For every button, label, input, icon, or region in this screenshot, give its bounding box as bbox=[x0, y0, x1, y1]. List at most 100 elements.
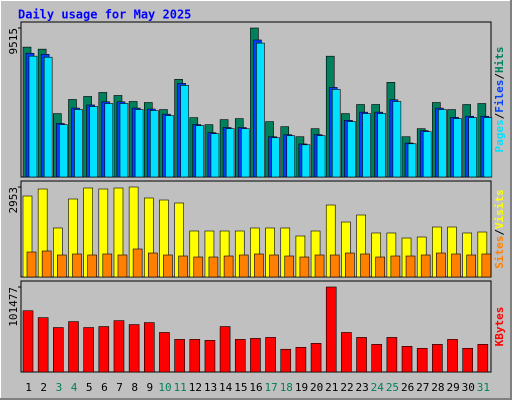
bar bbox=[483, 117, 493, 178]
legend: KBytes bbox=[493, 307, 506, 347]
legend-entry: Hits bbox=[493, 47, 506, 74]
chart-title: Daily usage for May 2025 bbox=[18, 8, 191, 22]
bar bbox=[422, 131, 432, 178]
bar bbox=[477, 344, 489, 373]
bar bbox=[22, 310, 34, 373]
bar bbox=[117, 254, 128, 278]
bar bbox=[280, 348, 292, 373]
x-tick-label: 10 bbox=[158, 381, 171, 394]
x-tick-label: 19 bbox=[295, 381, 308, 394]
bar bbox=[26, 251, 37, 278]
bar bbox=[416, 347, 428, 373]
bar bbox=[453, 118, 462, 178]
bar bbox=[174, 339, 185, 373]
bar bbox=[178, 255, 188, 278]
x-tick-label: 5 bbox=[86, 381, 93, 394]
x-tick-label: 29 bbox=[446, 381, 459, 394]
x-tick-label: 12 bbox=[189, 381, 202, 394]
bar bbox=[265, 337, 276, 373]
x-tick-label: 9 bbox=[147, 381, 154, 394]
y-max-label: 2953 bbox=[7, 187, 20, 214]
x-tick-label: 27 bbox=[416, 381, 429, 394]
legend-entry: Sites bbox=[493, 236, 506, 269]
bar bbox=[284, 255, 295, 278]
x-tick-label: 23 bbox=[356, 381, 369, 394]
bar bbox=[238, 254, 249, 278]
bar bbox=[451, 253, 461, 278]
bar bbox=[375, 256, 386, 278]
bar bbox=[208, 256, 219, 278]
x-tick-label: 8 bbox=[131, 381, 138, 394]
bar bbox=[195, 125, 205, 178]
bar bbox=[390, 255, 401, 278]
bar bbox=[98, 326, 110, 373]
bar bbox=[481, 253, 492, 278]
x-tick-label: 21 bbox=[325, 381, 338, 394]
bar bbox=[301, 144, 311, 178]
bar bbox=[89, 106, 98, 178]
bar bbox=[329, 254, 340, 278]
bar bbox=[219, 326, 231, 373]
bar bbox=[143, 322, 155, 373]
x-tick-label: 15 bbox=[234, 381, 247, 394]
bar bbox=[466, 254, 476, 278]
bar bbox=[386, 337, 398, 373]
x-tick-label: 3 bbox=[56, 381, 63, 394]
bar bbox=[250, 338, 261, 373]
legend-entry: Pages bbox=[493, 119, 506, 152]
legend-entry: Visits bbox=[493, 189, 506, 229]
bar bbox=[360, 253, 370, 278]
x-tick-label: 7 bbox=[116, 381, 123, 394]
legend-entry: KBytes bbox=[493, 307, 506, 347]
bar bbox=[43, 56, 53, 178]
bar bbox=[134, 109, 144, 178]
x-tick-label: 31 bbox=[477, 381, 490, 394]
legend-separator: / bbox=[493, 112, 506, 119]
x-tick-label: 25 bbox=[386, 381, 399, 394]
x-tick-label: 24 bbox=[371, 381, 385, 394]
x-tick-label: 22 bbox=[340, 381, 353, 394]
x-tick-label: 1 bbox=[25, 381, 32, 394]
bar bbox=[163, 254, 173, 278]
y-max-label: 101477 bbox=[7, 287, 20, 327]
bar bbox=[180, 85, 189, 178]
x-tick-label: 6 bbox=[101, 381, 108, 394]
bar bbox=[371, 344, 383, 373]
bar bbox=[420, 254, 431, 278]
bar bbox=[189, 339, 201, 373]
bar bbox=[254, 253, 264, 278]
x-tick-label: 14 bbox=[219, 381, 233, 394]
bar bbox=[225, 128, 235, 178]
bar bbox=[68, 321, 79, 373]
x-tick-label: 17 bbox=[265, 381, 278, 394]
bar bbox=[295, 346, 307, 373]
x-tick-label: 18 bbox=[280, 381, 293, 394]
bar bbox=[462, 347, 473, 373]
bar bbox=[299, 256, 310, 278]
bar bbox=[234, 339, 246, 373]
bar bbox=[341, 332, 352, 373]
bar bbox=[432, 344, 443, 373]
x-tick-label: 20 bbox=[310, 381, 323, 394]
bar bbox=[392, 101, 402, 178]
bar bbox=[325, 286, 337, 373]
bar bbox=[87, 254, 97, 278]
bar bbox=[159, 332, 170, 373]
bar bbox=[377, 113, 387, 178]
bar bbox=[362, 113, 371, 178]
legend: Sites/Visits bbox=[493, 189, 506, 269]
bar bbox=[286, 135, 296, 178]
bar bbox=[240, 128, 250, 178]
x-tick-label: 30 bbox=[462, 381, 475, 394]
x-tick-label: 28 bbox=[431, 381, 444, 394]
bar bbox=[104, 103, 114, 178]
bar bbox=[468, 117, 477, 178]
bar bbox=[401, 346, 413, 373]
bar bbox=[223, 255, 234, 278]
bar bbox=[447, 339, 458, 373]
bar bbox=[310, 343, 322, 373]
bar bbox=[72, 253, 82, 278]
bar bbox=[314, 254, 325, 278]
bar bbox=[331, 89, 341, 178]
